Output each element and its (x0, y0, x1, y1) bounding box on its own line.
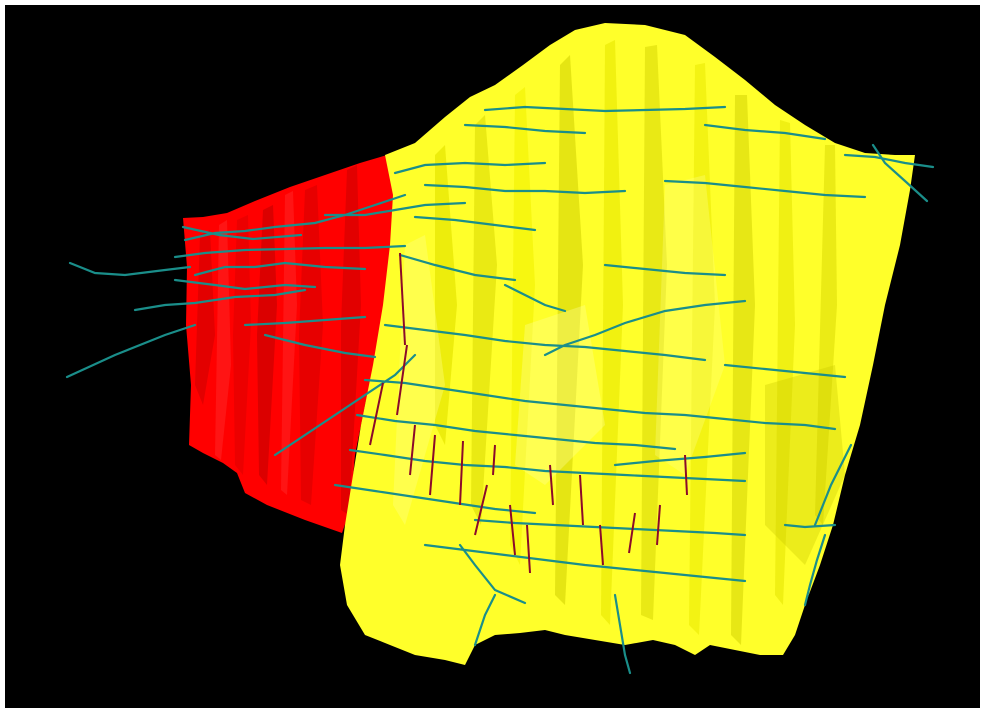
tunnel-line (703, 123, 827, 141)
drillhole (656, 504, 661, 546)
tunnel-line (473, 593, 497, 647)
drillhole-set (369, 252, 688, 574)
drillhole (459, 440, 464, 506)
tunnel-line (803, 533, 827, 607)
tunnel-line (543, 299, 747, 357)
tunnel-line (273, 353, 417, 457)
tunnel-line (603, 263, 727, 277)
drillhole (579, 474, 584, 526)
tunnel-line (183, 193, 407, 242)
3d-scene[interactable] (5, 5, 980, 708)
drillhole (684, 454, 688, 496)
drillhole (369, 382, 384, 446)
tunnel-line (463, 123, 587, 135)
tunnel-line (173, 244, 407, 259)
drillhole (474, 484, 488, 536)
drillhole (409, 424, 416, 476)
drillhole (399, 252, 406, 346)
tunnel-line (173, 278, 317, 291)
tunnel-line (243, 315, 367, 327)
tunnel-line (333, 483, 537, 515)
tunnel-line (323, 201, 467, 217)
tunnel-line (483, 105, 727, 113)
tunnel-line (503, 283, 567, 313)
drillhole (526, 524, 531, 574)
tunnel-network (65, 105, 935, 675)
tunnel-line (458, 543, 527, 605)
tunnel-line (383, 323, 707, 362)
tunnel-line (193, 261, 367, 277)
tunnel-line (613, 451, 747, 467)
tunnel-line (423, 543, 747, 583)
drillhole (396, 344, 408, 416)
tunnel-line (473, 518, 747, 537)
tunnel-line (355, 413, 677, 451)
tunnel-line (871, 143, 929, 203)
tunnel-line (723, 363, 847, 379)
drillhole (628, 512, 636, 554)
drillhole (492, 444, 496, 476)
tunnel-line (181, 225, 303, 241)
tunnel-line (363, 378, 837, 431)
drillhole (429, 434, 436, 496)
tunnel-line (423, 183, 627, 195)
tunnel-line (398, 253, 517, 282)
tunnel-line (133, 288, 307, 312)
drillhole (599, 524, 604, 566)
drillhole (549, 464, 554, 506)
drillhole (509, 504, 516, 556)
tunnel-line (843, 153, 935, 169)
3d-viewport[interactable] (5, 5, 980, 708)
tunnel-line (393, 161, 547, 175)
tunnel-line (263, 333, 377, 359)
tunnel-line (613, 593, 632, 675)
tunnel-line (663, 179, 867, 199)
tunnel-line (783, 523, 837, 529)
tunnel-line (68, 261, 192, 277)
tunnel-line (65, 323, 197, 379)
tunnel-line (813, 443, 853, 527)
tunnel-line (413, 215, 537, 232)
